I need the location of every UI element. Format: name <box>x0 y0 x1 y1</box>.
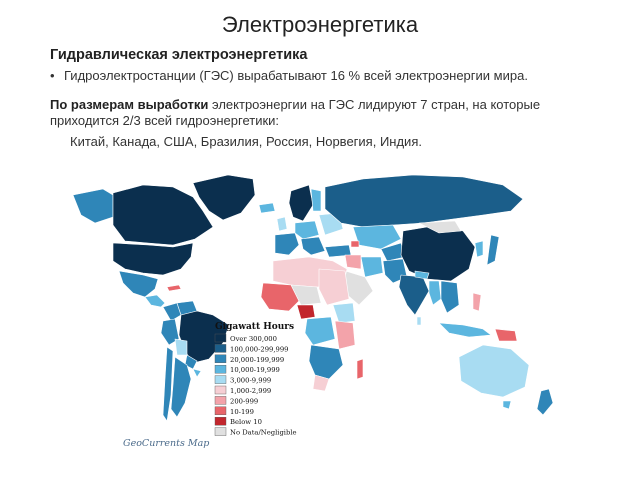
slide-title: Электроэнергетика <box>221 12 419 37</box>
legend-swatch <box>214 406 227 416</box>
legend-label: 100,000-299,999 <box>230 345 289 353</box>
chile <box>162 346 174 422</box>
central-europe <box>294 220 320 240</box>
legend-label: Below 10 <box>230 418 262 426</box>
iceland <box>258 202 276 214</box>
world-map: Gigawatt Hours Over 300,000 100,000-299,9… <box>63 165 571 455</box>
bolivia <box>174 338 188 356</box>
legend-label: 10-199 <box>230 408 254 416</box>
bullet-item: • Гидроэлектростанции (ГЭС) вырабатывают … <box>50 68 528 83</box>
paragraph: По размерам выработки электроэнергии на … <box>50 97 590 129</box>
legend-label: 20,000-199,999 <box>230 356 284 364</box>
new-zealand <box>536 388 554 416</box>
nepal-bhutan <box>414 270 430 280</box>
paragraph-bold: По размерам выработки <box>50 97 209 112</box>
map-credit: GeoCurrents Map <box>123 438 209 449</box>
legend-label: 200-999 <box>230 397 258 405</box>
russia <box>324 174 524 228</box>
uk <box>276 216 288 232</box>
egypt-sudan <box>318 268 350 306</box>
legend-title: Gigawatt Hours <box>215 322 294 332</box>
legend-swatch <box>214 364 227 374</box>
alaska <box>72 188 114 224</box>
legend-label: Over 300,000 <box>230 335 277 343</box>
argentina <box>170 356 192 418</box>
east-africa <box>334 320 356 350</box>
bullet-dot-icon: • <box>50 68 55 83</box>
peru <box>160 318 180 346</box>
mongolia <box>418 220 462 234</box>
nigeria <box>296 304 316 320</box>
legend-swatch <box>214 333 227 343</box>
japan <box>486 234 500 266</box>
australia <box>458 344 530 398</box>
indochina <box>440 280 460 314</box>
indonesia <box>438 322 492 338</box>
papua <box>494 328 518 342</box>
legend-label: 1,000-2,999 <box>230 387 271 395</box>
south-africa <box>312 374 330 392</box>
caucasus <box>350 240 360 248</box>
finland <box>310 188 322 212</box>
legend-label: 3,000-9,999 <box>230 377 271 385</box>
legend-swatch <box>214 416 227 426</box>
uruguay <box>192 368 202 378</box>
caribbean <box>166 284 182 292</box>
bullet-text: Гидроэлектростанции (ГЭС) вырабатывают 1… <box>64 68 528 83</box>
italy-balkans <box>300 236 326 256</box>
legend-label: 10,000-19,999 <box>230 366 280 374</box>
tasmania <box>502 400 512 410</box>
usa <box>112 242 194 276</box>
southern-africa <box>308 344 344 380</box>
norway-sweden <box>288 184 314 222</box>
world-map-svg: Gigawatt Hours Over 300,000 100,000-299,9… <box>72 174 554 449</box>
ethiopia <box>332 302 356 324</box>
korea <box>474 240 484 258</box>
section-title: Гидравлическая электроэнергетика <box>50 47 308 63</box>
mexico <box>118 270 159 298</box>
myanmar <box>428 280 442 306</box>
map-legend: Gigawatt Hours Over 300,000 100,000-299,9… <box>214 322 297 437</box>
sahel <box>290 284 322 306</box>
legend-label: No Data/Negligible <box>230 429 297 437</box>
legend-swatch <box>214 354 227 364</box>
countries-list: Китай, Канада, США, Бразилия, Россия, Но… <box>70 134 422 149</box>
canada <box>112 184 214 246</box>
france-spain <box>274 232 300 256</box>
congo <box>304 316 336 346</box>
legend-swatch <box>214 344 227 353</box>
iran <box>360 256 384 278</box>
sri-lanka <box>416 316 422 326</box>
greenland <box>192 174 256 221</box>
china <box>400 224 476 282</box>
legend-swatch <box>214 396 227 405</box>
madagascar <box>356 358 364 380</box>
philippines <box>472 292 482 312</box>
iraq-syria <box>344 254 362 270</box>
india <box>398 274 430 316</box>
legend-swatch <box>214 385 227 395</box>
legend-swatch <box>214 427 227 436</box>
legend-swatch <box>214 375 227 384</box>
central-america <box>144 294 166 308</box>
paragraph-text: электроэнергии на ГЭС лидируют 7 стран, … <box>50 97 541 128</box>
